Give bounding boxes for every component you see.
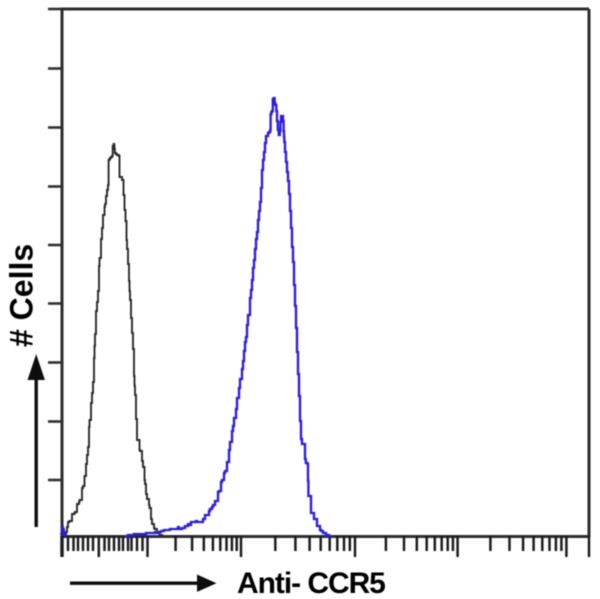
svg-text:# Cells: # Cells xyxy=(4,244,40,347)
svg-text:Anti- CCR5: Anti- CCR5 xyxy=(237,567,385,599)
